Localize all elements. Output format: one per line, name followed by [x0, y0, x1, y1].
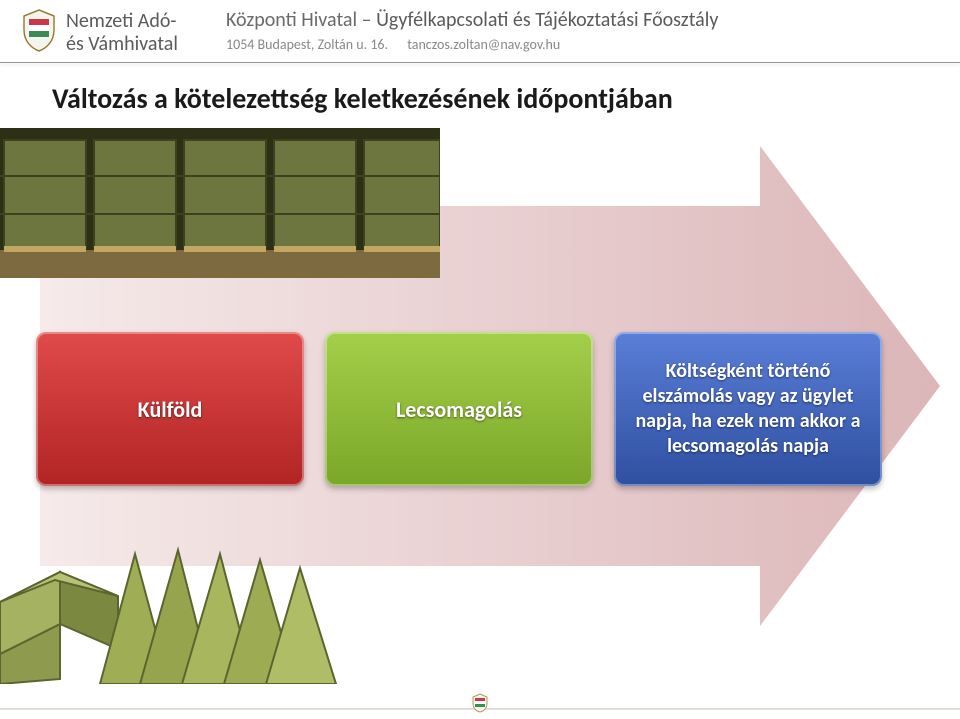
address-line: 1054 Budapest, Zoltán u. 16. tanczos.zol… [226, 36, 940, 53]
page-header: Nemzeti Adó- és Vámhivatal Központi Hiva… [0, 0, 960, 60]
process-box-label: Költségként történő elszámolás vagy az ü… [626, 359, 870, 459]
process-box-koltseg: Költségként történő elszámolás vagy az ü… [614, 332, 882, 486]
address: 1054 Budapest, Zoltán u. 16. [226, 36, 388, 53]
cardboard-image [0, 514, 360, 689]
org-line2: és Vámhivatal [66, 32, 178, 56]
process-box-lecsomagolas: Lecsomagolás [325, 332, 593, 486]
org-name: Nemzeti Adó- és Vámhivatal [66, 8, 196, 56]
footer-crest-icon [471, 693, 489, 718]
department-line: Központi Hivatal – Ügyfélkapcsolati és T… [226, 8, 940, 32]
crest-icon [20, 8, 58, 52]
process-box-label: Külföld [138, 396, 203, 423]
diagram-area: Külföld Lecsomagolás Költségként történő… [0, 126, 960, 686]
process-box-kulfold: Külföld [36, 332, 304, 486]
dept-prefix: Központi Hivatal – [226, 8, 376, 32]
email: tanczos.zoltan@nav.gov.hu [407, 36, 560, 53]
warehouse-image [0, 128, 440, 278]
process-box-label: Lecsomagolás [396, 396, 522, 423]
header-right: Központi Hivatal – Ügyfélkapcsolati és T… [196, 8, 940, 53]
page-footer [0, 699, 960, 719]
dept-main: Ügyfélkapcsolati és Tájékoztatási Főoszt… [376, 8, 718, 32]
org-line1: Nemzeti Adó- [66, 9, 177, 33]
page-title: Változás a kötelezettség keletkezésének … [0, 63, 960, 116]
